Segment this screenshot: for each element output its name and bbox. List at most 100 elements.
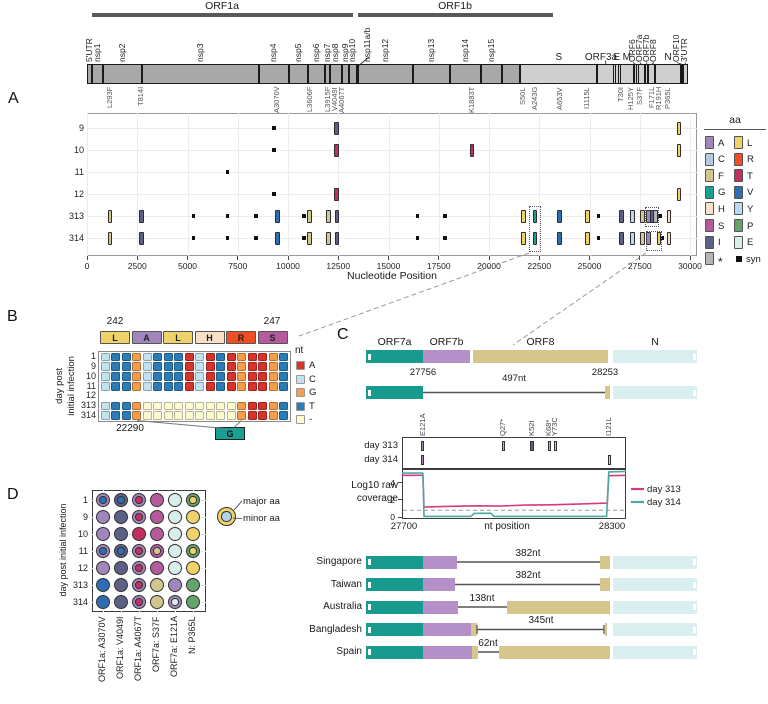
- b-nt-square-A: [226, 352, 236, 362]
- b-nt-square-T: [279, 382, 289, 391]
- b-nt-square-G: [268, 372, 278, 381]
- gene-box-E: [614, 64, 620, 84]
- b-nt-square--: [226, 411, 236, 420]
- d-legend-major-label: major aa: [243, 496, 280, 507]
- b-nt-square-G: [237, 362, 247, 371]
- b-nt-square-T: [111, 401, 121, 411]
- b-nt-square-G: [268, 401, 278, 411]
- pointer-ORF10: [676, 62, 683, 65]
- aa-legend-label-E: E: [747, 237, 754, 249]
- d-bubble-major-F: [149, 577, 165, 593]
- b-nt-square-G: [132, 362, 142, 371]
- a-marker-syn: [272, 192, 276, 196]
- d-bubble-major-S: [149, 509, 165, 525]
- gene-box-nsp15: [481, 64, 503, 84]
- b-nt-square-T: [279, 362, 289, 371]
- b-junction-line-right: [233, 420, 242, 428]
- c-coverage-ylabel-2: coverage: [356, 493, 398, 504]
- b-nt-square--: [216, 401, 226, 411]
- c-track-day314-label: day 314: [364, 454, 398, 465]
- d-grid-row: [92, 516, 206, 518]
- b-nt-square-T: [174, 352, 184, 362]
- c-cov-line-day313: [402, 474, 627, 508]
- panel-b-label: B: [7, 308, 18, 325]
- b-nt-square-A: [258, 411, 268, 420]
- a-grid-x: [438, 113, 440, 256]
- a-x-tick-label: 7500: [228, 261, 248, 271]
- aa-legend-swatch-R: [734, 152, 743, 166]
- pointer-ORF7a: [639, 62, 642, 65]
- d-row-label-11: 11: [78, 545, 88, 556]
- a-x-tick-label: 2500: [127, 261, 147, 271]
- gene-box-nsp5: [289, 64, 308, 84]
- b-nt-square-T: [279, 352, 289, 362]
- a-marker-syn: [225, 170, 230, 174]
- a-grid-y: [87, 215, 697, 217]
- bar-notch: [367, 353, 371, 360]
- a-grid-x: [539, 113, 541, 256]
- bar-notch: [367, 604, 371, 610]
- b-nt-square-T: [111, 382, 121, 391]
- b-aa-box-label: L: [112, 333, 118, 343]
- aa-legend-swatch-P: [734, 219, 743, 232]
- gene-box-nsp4: [258, 64, 290, 84]
- d-bubble-minor-E: [171, 598, 179, 606]
- c-breakpoint-left: 27756: [409, 367, 437, 378]
- a-marker-syn: [254, 236, 258, 240]
- c-variant-size-Taiwan: 382nt: [515, 570, 541, 581]
- nt-legend-title: nt: [295, 345, 304, 356]
- b-nt-square-C: [100, 352, 110, 362]
- a-x-tick: [86, 256, 88, 260]
- d-bubble-major-A: [95, 560, 111, 576]
- b-nt-legend-swatch-T: [296, 401, 305, 411]
- a-grid-x: [87, 113, 88, 256]
- aa-legend-label-R: R: [747, 154, 754, 166]
- b-nt-square-A: [226, 382, 236, 391]
- d-grid-row: [92, 499, 206, 501]
- gene-box-nsp8: [330, 64, 342, 84]
- c-variant-orf8-stub: [472, 645, 478, 659]
- b-nt-square-T: [163, 362, 173, 371]
- b-nt-square-A: [258, 362, 268, 371]
- c-cov-line-day314: [402, 470, 627, 518]
- a-marker-T: [334, 143, 339, 157]
- a-marker-F: [307, 231, 313, 245]
- b-nt-square--: [153, 411, 163, 420]
- d-bubble-major-F: [149, 594, 165, 610]
- c-legend-day314: day 314: [647, 497, 681, 508]
- b-nt-square-T: [279, 372, 289, 381]
- gene-box-nsp1: [92, 64, 104, 84]
- aa-legend-label-H: H: [718, 203, 725, 215]
- c-variant-orf7a: [366, 623, 423, 636]
- d-bubble-major-V: [95, 594, 111, 610]
- d-bubble-major-A: [95, 526, 111, 542]
- aa-legend-label-S: S: [718, 220, 725, 232]
- c-gene-bar-ORF7b: [423, 350, 470, 363]
- aa-legend-swatch-T: [734, 169, 743, 183]
- b-nt-square--: [142, 411, 152, 420]
- c-cov-y-tick-label: 2: [390, 494, 395, 505]
- d-bubble-major-V: [95, 577, 111, 593]
- a-x-axis-title: Nucleotide Position: [347, 270, 437, 282]
- a-marker-L: [521, 231, 526, 245]
- b-row-label-314: 314: [80, 410, 96, 420]
- b-nt-square--: [205, 401, 215, 411]
- d-bubble-major-L: [185, 509, 201, 525]
- a-x-tick: [689, 256, 691, 260]
- b-aa-box-R-4: [226, 331, 256, 344]
- c-variant-n: [613, 578, 697, 591]
- d-bubble-minor-V: [99, 547, 107, 555]
- b-nt-square-C: [100, 362, 110, 371]
- b-breakpoint-label: 22290: [116, 423, 144, 434]
- bar-notch: [367, 389, 371, 396]
- a-marker-G: [532, 231, 538, 245]
- c-del-row-n: [613, 386, 697, 399]
- bar-notch: [692, 559, 696, 565]
- d-grid-row: [92, 584, 206, 586]
- b-nt-square-C: [195, 352, 205, 362]
- b-nt-legend-label-A: A: [309, 360, 316, 371]
- c-gene-bar-ORF7a: [366, 350, 423, 363]
- gene-box-S: [520, 64, 598, 84]
- b-nt-square-T: [121, 411, 131, 420]
